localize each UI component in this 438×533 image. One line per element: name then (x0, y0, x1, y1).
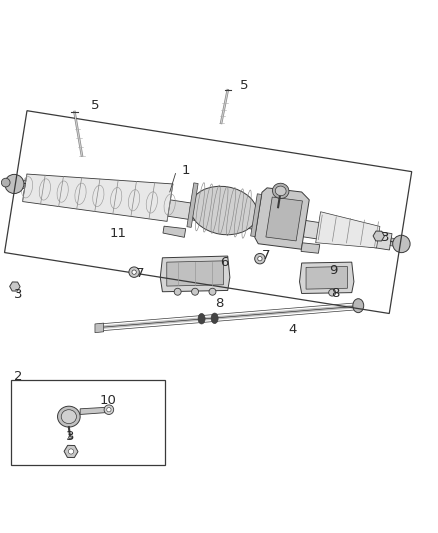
Ellipse shape (57, 406, 80, 427)
Text: 10: 10 (99, 393, 116, 407)
Text: 8: 8 (215, 297, 223, 310)
Text: 3: 3 (66, 430, 74, 443)
Polygon shape (390, 238, 408, 247)
Ellipse shape (275, 186, 286, 196)
Circle shape (5, 174, 24, 193)
Polygon shape (301, 243, 320, 253)
Text: 6: 6 (220, 256, 228, 269)
Polygon shape (95, 323, 104, 333)
Circle shape (1, 178, 10, 187)
Text: 3: 3 (381, 231, 389, 244)
Polygon shape (160, 256, 230, 292)
Polygon shape (251, 194, 261, 237)
Ellipse shape (68, 436, 72, 439)
Text: 1: 1 (182, 164, 191, 177)
Circle shape (393, 235, 410, 253)
Ellipse shape (61, 410, 77, 424)
Circle shape (68, 449, 74, 454)
Circle shape (258, 256, 262, 261)
Text: 5: 5 (91, 99, 99, 112)
Circle shape (209, 288, 216, 295)
Polygon shape (80, 407, 110, 415)
Text: 4: 4 (289, 323, 297, 336)
Text: 8: 8 (331, 287, 339, 300)
Text: 11: 11 (110, 228, 126, 240)
Polygon shape (163, 226, 186, 237)
Circle shape (174, 288, 181, 295)
Polygon shape (300, 262, 354, 294)
Circle shape (129, 267, 139, 277)
Polygon shape (167, 261, 223, 286)
Polygon shape (187, 183, 198, 228)
Circle shape (132, 270, 136, 274)
Circle shape (107, 408, 111, 412)
Text: 5: 5 (240, 79, 248, 92)
Ellipse shape (198, 313, 205, 324)
Polygon shape (24, 178, 392, 250)
Polygon shape (7, 179, 26, 189)
Text: 9: 9 (328, 264, 337, 277)
Ellipse shape (190, 187, 258, 235)
Ellipse shape (272, 183, 289, 198)
Ellipse shape (353, 298, 364, 313)
Text: 2: 2 (14, 370, 22, 383)
Text: 7: 7 (136, 266, 145, 279)
Circle shape (191, 288, 198, 295)
Polygon shape (306, 266, 347, 289)
Circle shape (328, 289, 336, 296)
Polygon shape (22, 174, 173, 221)
Text: 3: 3 (14, 288, 23, 301)
Text: 7: 7 (261, 249, 270, 262)
Circle shape (254, 254, 265, 264)
Polygon shape (255, 188, 309, 249)
Polygon shape (266, 197, 303, 241)
Circle shape (104, 405, 114, 415)
Ellipse shape (211, 313, 218, 324)
Polygon shape (316, 212, 380, 248)
